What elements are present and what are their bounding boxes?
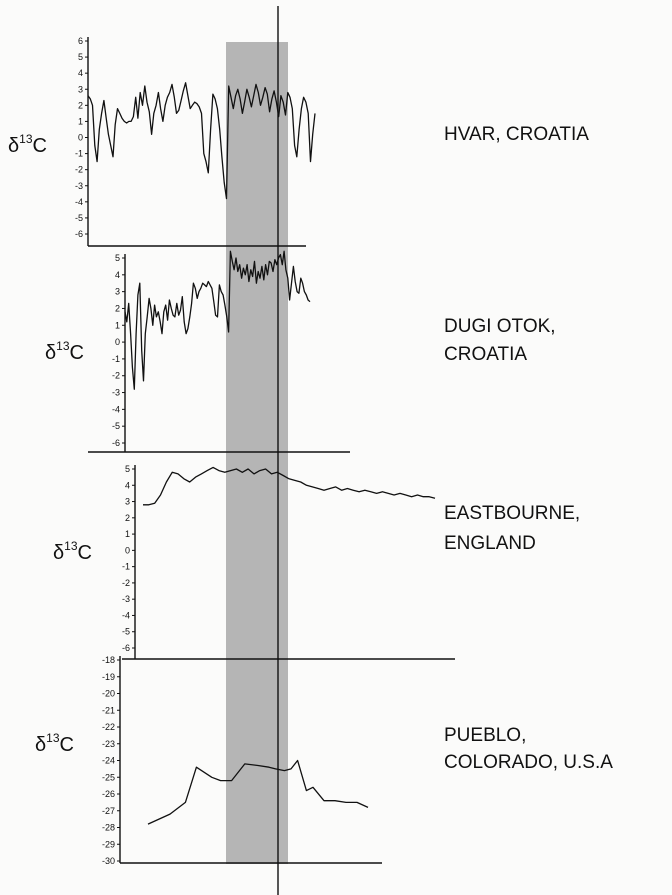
y-tick-label: 3 — [115, 287, 120, 297]
y-tick-label: 5 — [78, 52, 83, 62]
y-tick-label: 0 — [125, 545, 130, 555]
y-tick-label: -1 — [112, 354, 120, 364]
y-tick-label: 4 — [78, 68, 83, 78]
y-tick-label: -6 — [75, 229, 83, 239]
y-axis-label: δ13C — [45, 339, 84, 364]
site-label: ENGLAND — [444, 533, 536, 554]
y-tick-label: -2 — [75, 165, 83, 175]
y-tick-label: -3 — [122, 594, 130, 604]
y-tick-label: -30 — [102, 856, 115, 866]
y-tick-label: 1 — [115, 320, 120, 330]
y-tick-label: 0 — [115, 337, 120, 347]
y-tick-label: -4 — [122, 610, 130, 620]
y-tick-label: 5 — [125, 464, 130, 474]
y-tick-label: 1 — [78, 116, 83, 126]
y-tick-label: -18 — [102, 655, 115, 665]
y-tick-label: -28 — [102, 823, 115, 833]
y-tick-label: -6 — [122, 643, 130, 653]
y-tick-label: -23 — [102, 739, 115, 749]
y-tick-label: -4 — [75, 197, 83, 207]
panel-4: -18 -19 -20 -21 -22 -23 -24 -25 -26 -27 -28 -29 -30 δ… — [35, 655, 613, 866]
y-tick-label: -5 — [75, 213, 83, 223]
panel-3: 5 4 3 2 1 0 -1 -2 -3 -4 -5 -6 δ13C EASTBOURNE, ENGLAND — [53, 464, 580, 660]
y-tick-label: 4 — [125, 480, 130, 490]
series-line — [147, 759, 369, 825]
y-tick-label: -22 — [102, 722, 115, 732]
y-tick-label: 3 — [125, 497, 130, 507]
y-tick-label: 4 — [115, 270, 120, 280]
y-tick-label: -2 — [122, 578, 130, 588]
series-line — [143, 466, 436, 506]
site-label: HVAR, CROATIA — [444, 124, 589, 145]
y-tick-label: -19 — [102, 672, 115, 682]
site-label: EASTBOURNE, — [444, 503, 580, 524]
series-line — [87, 82, 316, 200]
y-tick-label: -1 — [122, 562, 130, 572]
y-tick-label: -2 — [112, 371, 120, 381]
y-tick-label: -3 — [75, 181, 83, 191]
y-tick-label: -5 — [112, 421, 120, 431]
site-label: CROATIA — [444, 344, 527, 365]
y-tick-label: 2 — [78, 100, 83, 110]
highlight-band — [226, 42, 288, 864]
y-axis-label: δ13C — [8, 132, 47, 157]
y-tick-label: 0 — [78, 133, 83, 143]
y-tick-label: -20 — [102, 689, 115, 699]
y-tick-label: 2 — [115, 303, 120, 313]
y-tick-label: -29 — [102, 839, 115, 849]
site-label: DUGI OTOK, — [444, 316, 556, 337]
y-tick-label: -1 — [75, 149, 83, 159]
y-tick-label: -3 — [112, 388, 120, 398]
y-tick-label: -24 — [102, 756, 115, 766]
y-tick-label: -21 — [102, 705, 115, 715]
y-tick-label: -6 — [112, 438, 120, 448]
y-tick-label: -5 — [122, 627, 130, 637]
y-tick-label: -27 — [102, 806, 115, 816]
y-tick-label: 5 — [115, 253, 120, 263]
panel-2: 5 4 3 2 1 0 -1 -2 -3 -4 -5 -6 δ13C DUGI OTOK, CROATIA — [45, 250, 556, 453]
panel-1: 6 5 4 3 2 1 0 -1 -2 -3 -4 -5 -6 δ13C HVAR, CROATIA — [8, 36, 589, 247]
y-tick-label: 6 — [78, 36, 83, 46]
y-tick-label: -25 — [102, 772, 115, 782]
y-tick-label: 3 — [78, 84, 83, 94]
y-axis-label: δ13C — [35, 731, 74, 756]
site-label: COLORADO, U.S.A — [444, 752, 613, 773]
series-line — [124, 250, 311, 390]
y-tick-label: 2 — [125, 513, 130, 523]
y-tick-label: -4 — [112, 404, 120, 414]
site-label: PUEBLO, — [444, 725, 526, 746]
y-tick-label: 1 — [125, 529, 130, 539]
y-axis-label: δ13C — [53, 539, 92, 564]
y-tick-label: -26 — [102, 789, 115, 799]
